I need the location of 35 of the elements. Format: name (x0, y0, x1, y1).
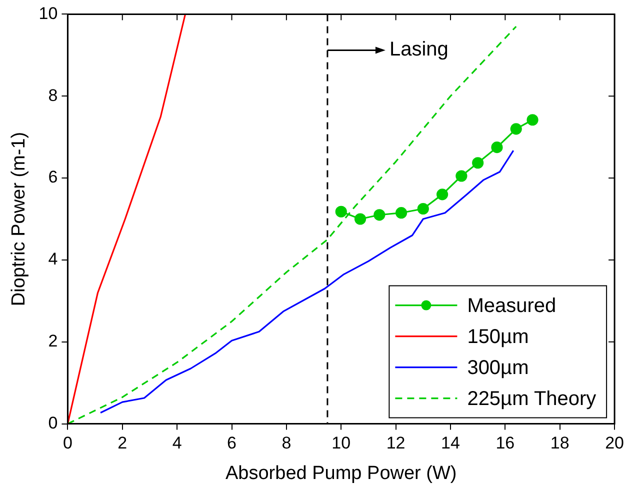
x-axis-title: Absorbed Pump Power (W) (226, 462, 457, 484)
x-tick-label: 20 (605, 434, 624, 453)
point (510, 123, 522, 135)
x-tick-label: 14 (441, 434, 460, 453)
point (491, 142, 503, 154)
point (456, 170, 468, 182)
x-tick-label: 16 (496, 434, 515, 453)
y-tick-label: 4 (48, 250, 58, 269)
x-tick-label: 0 (62, 434, 72, 453)
y-tick-label: 2 (48, 332, 58, 351)
legend-label: 300µm (467, 356, 529, 379)
x-tick-label: 8 (282, 434, 292, 453)
x-tick-label: 10 (332, 434, 351, 453)
ref-line-label: Lasing (389, 38, 448, 61)
y-tick-label: 10 (38, 4, 58, 23)
point (354, 213, 366, 225)
point (526, 114, 538, 126)
point (472, 157, 484, 169)
x-tick-label: 6 (227, 434, 236, 453)
point (374, 209, 386, 221)
y-axis-title: Dioptric Power (m-1) (8, 132, 30, 306)
x-tick-label: 4 (172, 434, 182, 453)
point (417, 202, 429, 215)
point (395, 207, 408, 219)
legend-label: 150µm (467, 326, 529, 348)
legend-label: 225µm Theory (467, 388, 596, 410)
point (436, 188, 448, 200)
point (335, 206, 347, 218)
y-tick-label: 6 (48, 168, 58, 187)
y-tick-label: 8 (48, 86, 58, 105)
x-tick-label: 2 (118, 434, 128, 453)
x-tick-label: 12 (386, 434, 406, 453)
y-tick-label: 0 (48, 413, 58, 432)
legend-label: Measured (467, 294, 556, 317)
x-tick-label: 18 (550, 434, 570, 453)
